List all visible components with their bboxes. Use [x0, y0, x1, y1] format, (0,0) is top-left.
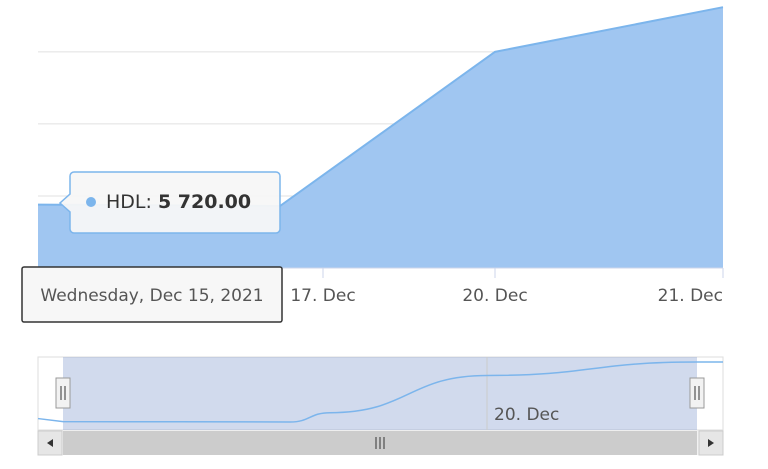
navigator-bg — [37, 356, 724, 431]
tooltip-sep: : — [146, 191, 158, 213]
handle-box[interactable] — [55, 377, 71, 409]
tooltip-text: HDL: 5 720.00 — [106, 191, 251, 213]
navigator-handle[interactable] — [55, 377, 71, 409]
tooltip-series: HDL — [106, 191, 146, 213]
navigator-handle[interactable] — [689, 377, 705, 409]
area — [38, 7, 723, 268]
tooltip: HDL: 5 720.00 Wednesday, Dec 15, 2021 — [21, 171, 283, 323]
date-label-box — [21, 266, 283, 323]
arrow-left[interactable] — [47, 439, 53, 447]
handle-grip[interactable] — [60, 386, 66, 400]
handle-grip[interactable] — [694, 386, 700, 400]
tooltip-box — [58, 171, 281, 234]
x-tick-label: 21. Dec — [658, 286, 723, 306]
navigator[interactable]: 20. Dec — [37, 356, 724, 456]
tooltip-value: 5 720.00 — [158, 191, 251, 213]
handle-box[interactable] — [689, 377, 705, 409]
arrow-right[interactable] — [708, 439, 714, 447]
x-tick-label: 17. Dec — [290, 286, 355, 306]
scrollbar-grip[interactable] — [375, 437, 385, 449]
navigator-label: 20. Dec — [494, 405, 559, 425]
x-tick-label: 20. Dec — [462, 286, 527, 306]
date-label: Wednesday, Dec 15, 2021 — [40, 286, 263, 306]
navigator-line — [37, 361, 723, 423]
tooltip-dot — [86, 197, 96, 207]
